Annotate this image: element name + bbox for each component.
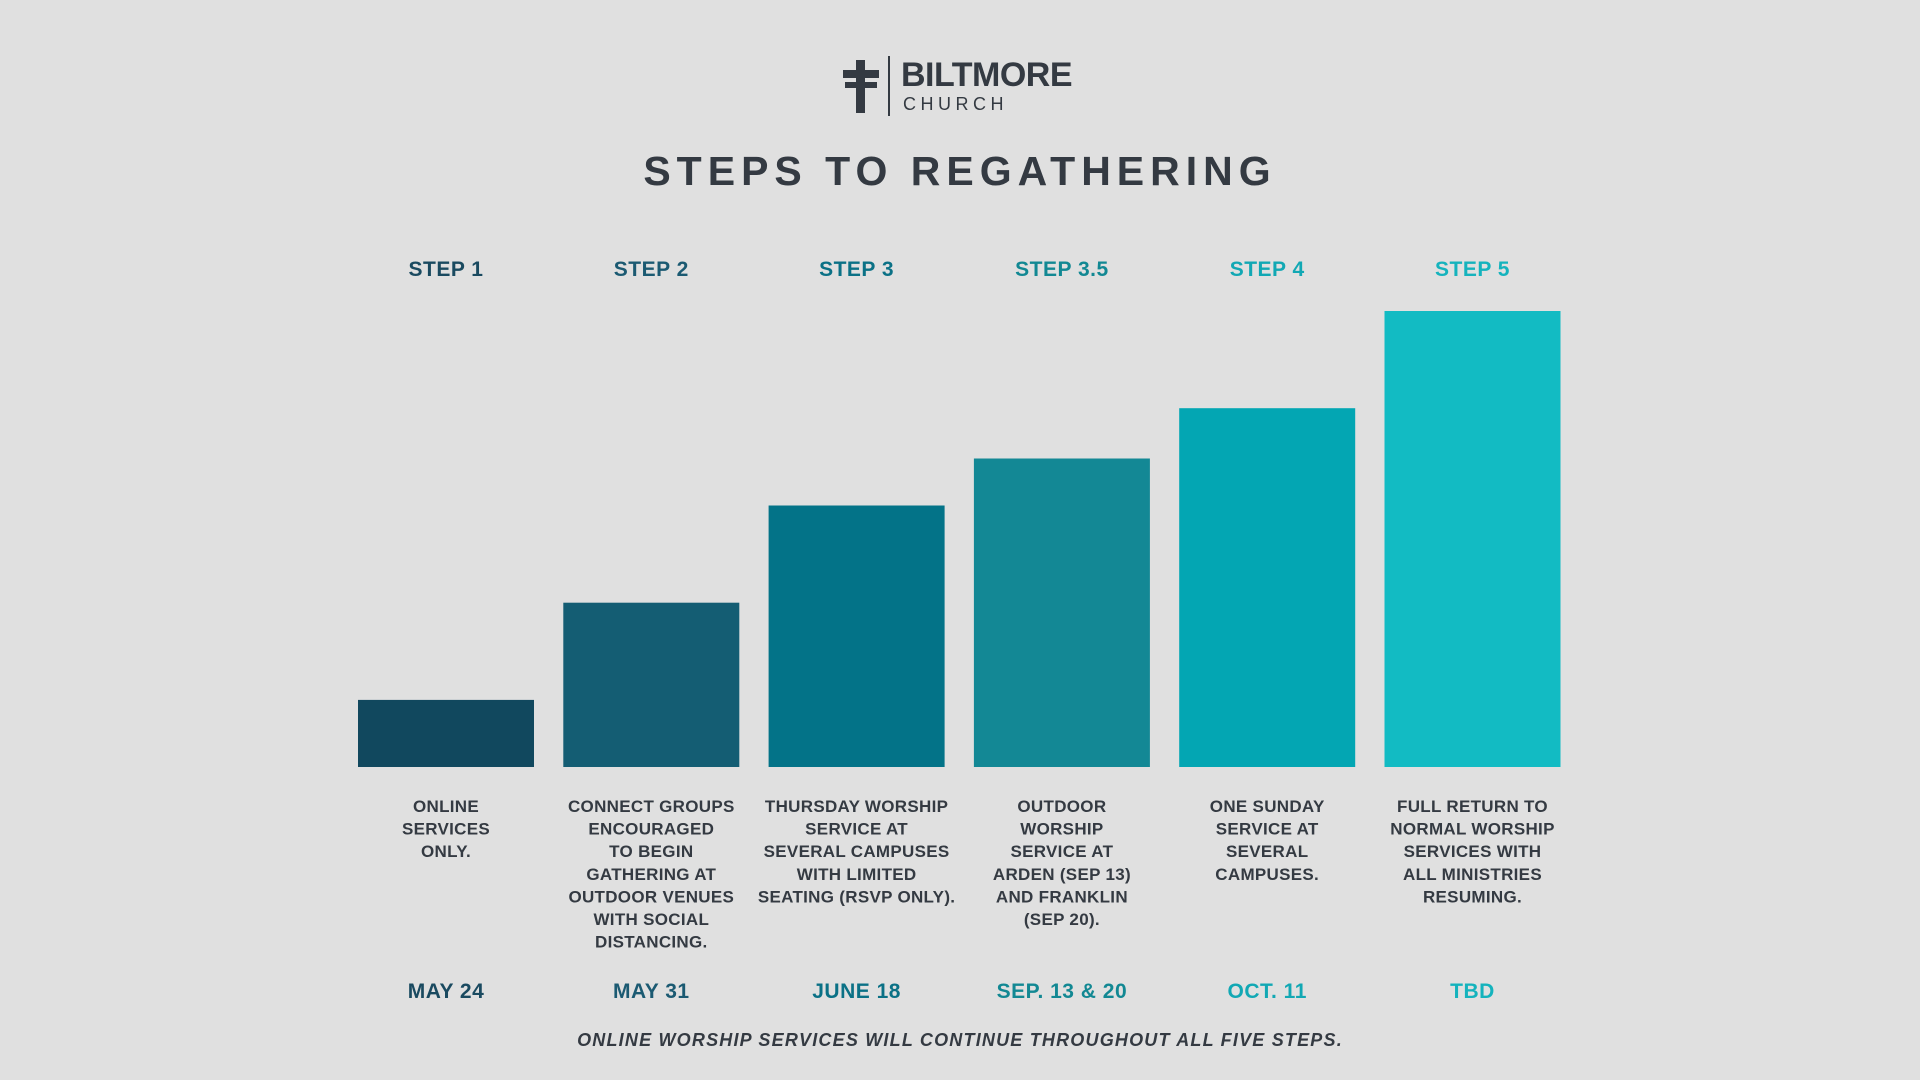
description-line: ENCOURAGED <box>588 820 714 839</box>
bar-step-4 <box>1179 408 1356 767</box>
bar-step-3 <box>768 505 945 767</box>
step-label-step-3: STEP 3 <box>819 258 894 281</box>
description-line: CAMPUSES. <box>1215 865 1319 884</box>
chart-title: STEPS TO REGATHERING <box>643 148 1277 194</box>
description-line: OUTDOOR VENUES <box>568 887 734 906</box>
logo-subtitle: CHURCH <box>903 94 1008 114</box>
description-line: RESUMING. <box>1423 887 1522 906</box>
step-label-step-5: STEP 5 <box>1435 258 1510 281</box>
description-line: CONNECT GROUPS <box>568 797 735 816</box>
bar-step-1 <box>358 699 534 767</box>
step-label-step-2: STEP 2 <box>614 258 689 281</box>
description-line: GATHERING AT <box>586 865 716 884</box>
date-label-step-3-5: SEP. 13 & 20 <box>997 980 1128 1003</box>
bar-step-5 <box>1384 311 1561 767</box>
description-line: OUTDOOR <box>1017 797 1106 816</box>
description-line: (SEP 20). <box>1024 910 1100 929</box>
description-line: SEVERAL CAMPUSES <box>764 842 950 861</box>
description-line: SERVICES WITH <box>1404 842 1542 861</box>
date-label-step-4: OCT. 11 <box>1228 980 1307 1003</box>
step-label-step-1: STEP 1 <box>409 258 484 281</box>
date-label-step-1: MAY 24 <box>408 980 485 1003</box>
step-label-step-4: STEP 4 <box>1230 258 1305 281</box>
description-line: ONLINE <box>413 797 479 816</box>
description-line: SERVICES <box>402 820 490 839</box>
description-line: THURSDAY WORSHIP <box>765 797 948 816</box>
description-line: FULL RETURN TO <box>1397 797 1548 816</box>
date-label-step-5: TBD <box>1450 980 1495 1003</box>
logo-divider <box>888 56 890 116</box>
description-line: SEATING (RSVP ONLY). <box>758 887 955 906</box>
description-line: AND FRANKLIN <box>996 887 1128 906</box>
description-line: WORSHIP <box>1020 820 1103 839</box>
description-line: ALL MINISTRIES <box>1403 865 1542 884</box>
description-line: SERVICE AT <box>1010 842 1113 861</box>
description-line: ARDEN (SEP 13) <box>993 865 1131 884</box>
description-line: SEVERAL <box>1226 842 1308 861</box>
church-logo: BILTMORE CHURCH <box>843 54 1083 118</box>
step-label-step-3-5: STEP 3.5 <box>1015 258 1109 281</box>
bar-step-3-5 <box>973 458 1150 767</box>
description-line: ONE SUNDAY <box>1210 797 1325 816</box>
description-line: NORMAL WORSHIP <box>1390 820 1554 839</box>
description-line: WITH SOCIAL <box>593 910 709 929</box>
steps-bar-chart: STEP 1 ONLINE SERVICES ONLY. MAY 24 STEP 2 CON… <box>358 258 1561 1003</box>
date-label-step-3: JUNE 18 <box>812 980 901 1003</box>
description-line: SERVICE AT <box>1216 820 1319 839</box>
bar-step-2 <box>563 602 740 767</box>
date-label-step-2: MAY 31 <box>613 980 690 1003</box>
cross-icon <box>843 60 879 113</box>
description-line: TO BEGIN <box>609 842 693 861</box>
description-line: SERVICE AT <box>805 820 908 839</box>
logo-name: BILTMORE <box>901 56 1073 94</box>
description-line: WITH LIMITED <box>797 865 917 884</box>
footnote: ONLINE WORSHIP SERVICES WILL CONTINUE TH… <box>577 1030 1343 1050</box>
description-line: DISTANCING. <box>595 933 708 952</box>
description-line: ONLY. <box>421 842 471 861</box>
